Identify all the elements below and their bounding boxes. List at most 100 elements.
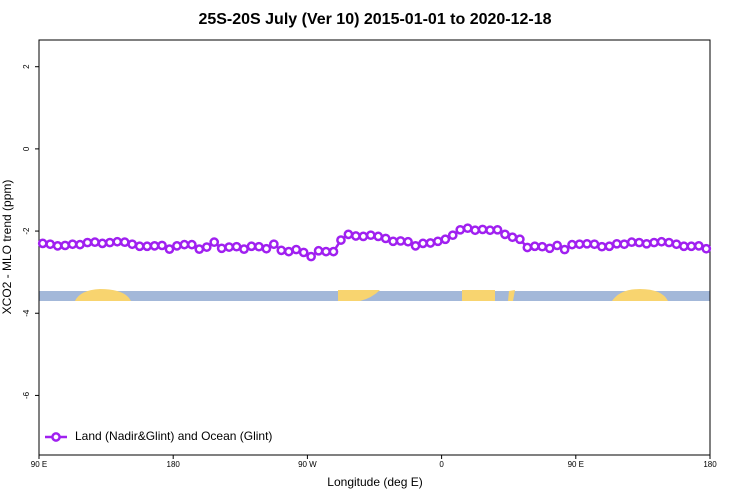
data-point bbox=[552, 240, 563, 251]
data-point bbox=[567, 239, 577, 250]
data-point bbox=[656, 236, 667, 247]
data-point bbox=[37, 238, 48, 249]
data-point bbox=[373, 231, 384, 242]
data-point bbox=[179, 239, 190, 250]
y-tick-label: -6 bbox=[22, 391, 31, 399]
data-point bbox=[492, 224, 503, 235]
data-point bbox=[343, 229, 354, 240]
data-point bbox=[45, 239, 56, 250]
land-ocean-band bbox=[39, 289, 710, 301]
data-point bbox=[671, 239, 682, 250]
data-point bbox=[60, 240, 70, 251]
data-point bbox=[52, 241, 63, 251]
data-point bbox=[149, 241, 160, 251]
data-point bbox=[142, 241, 152, 252]
data-point bbox=[75, 239, 85, 250]
data-point bbox=[97, 238, 108, 249]
x-tick-label: 0 bbox=[439, 460, 444, 469]
data-point bbox=[164, 244, 175, 254]
data-point bbox=[365, 230, 376, 241]
data-point bbox=[477, 224, 488, 235]
data-point bbox=[313, 245, 324, 256]
x-axis-label: Longitude (deg E) bbox=[327, 475, 422, 489]
data-point bbox=[537, 241, 548, 252]
data-point bbox=[298, 247, 309, 258]
chart-title: 25S-20S July (Ver 10) 2015-01-01 to 2020… bbox=[198, 11, 551, 28]
data-point bbox=[291, 244, 302, 255]
x-tick-label: 90 E bbox=[568, 460, 584, 469]
data-point bbox=[641, 238, 652, 249]
data-point bbox=[693, 241, 704, 251]
data-point bbox=[604, 241, 615, 252]
data-point bbox=[440, 234, 451, 245]
data-point bbox=[336, 235, 346, 245]
data-point bbox=[522, 242, 533, 253]
data-point bbox=[276, 245, 287, 256]
data-point bbox=[686, 241, 697, 252]
data-point bbox=[626, 237, 637, 248]
data-point bbox=[321, 246, 331, 257]
data-point bbox=[283, 246, 294, 257]
legend-label: Land (Nadir&Glint) and Ocean (Glint) bbox=[75, 429, 272, 443]
data-point bbox=[507, 232, 518, 243]
data-point bbox=[269, 239, 279, 250]
y-axis-label: XCO2 - MLO trend (ppm) bbox=[0, 180, 14, 315]
data-point bbox=[216, 243, 227, 254]
data-point bbox=[119, 237, 130, 248]
data-point bbox=[500, 229, 510, 240]
x-tick-label: 90 W bbox=[298, 460, 317, 469]
data-point bbox=[261, 243, 272, 254]
data-point bbox=[597, 241, 607, 252]
data-point bbox=[67, 239, 78, 250]
data-point bbox=[254, 241, 264, 252]
data-point bbox=[418, 238, 428, 249]
data-point bbox=[544, 243, 555, 254]
data-point bbox=[127, 239, 138, 250]
data-point bbox=[403, 236, 413, 247]
data-point bbox=[395, 236, 406, 246]
data-point bbox=[239, 244, 249, 254]
data-point bbox=[515, 234, 525, 245]
data-point bbox=[134, 241, 145, 252]
data-point bbox=[388, 236, 398, 247]
data-point bbox=[112, 236, 123, 247]
data-point bbox=[328, 246, 339, 257]
x-tick-label: 90 E bbox=[31, 460, 47, 469]
x-tick-label: 180 bbox=[167, 460, 181, 469]
data-point bbox=[380, 233, 391, 244]
data-point bbox=[611, 238, 622, 249]
data-point bbox=[186, 239, 197, 250]
data-point bbox=[485, 225, 495, 236]
data-point bbox=[529, 241, 540, 252]
data-point bbox=[157, 240, 167, 251]
data-point bbox=[231, 241, 242, 252]
data-point bbox=[410, 241, 421, 251]
data-point bbox=[619, 239, 630, 250]
data-point bbox=[104, 237, 115, 248]
legend-marker bbox=[51, 432, 61, 442]
data-point bbox=[90, 237, 100, 248]
data-point bbox=[462, 223, 473, 234]
x-tick-label: 180 bbox=[703, 460, 717, 469]
data-point bbox=[246, 241, 257, 252]
data-point bbox=[589, 239, 600, 250]
data-point bbox=[582, 238, 592, 249]
data-point bbox=[679, 241, 689, 252]
data-point bbox=[574, 239, 585, 250]
data-point bbox=[194, 244, 205, 254]
data-point bbox=[559, 244, 570, 255]
data-point bbox=[306, 251, 316, 262]
data-point bbox=[425, 238, 436, 248]
data-point bbox=[172, 241, 182, 251]
data-point bbox=[470, 225, 480, 236]
y-tick-label: -2 bbox=[22, 227, 31, 235]
data-point bbox=[209, 237, 220, 248]
data-point bbox=[351, 231, 361, 241]
data-point bbox=[433, 236, 443, 247]
y-tick-label: 0 bbox=[22, 146, 31, 151]
y-tick-label: 2 bbox=[22, 64, 31, 69]
y-tick-label: -4 bbox=[22, 309, 31, 317]
data-point bbox=[664, 237, 674, 248]
data-point bbox=[455, 224, 466, 235]
